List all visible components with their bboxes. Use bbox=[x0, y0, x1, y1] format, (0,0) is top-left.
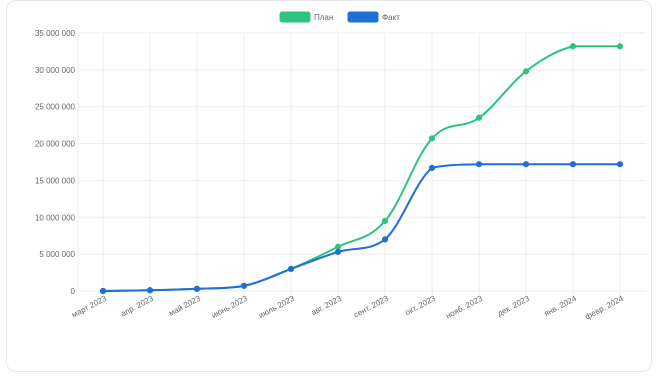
x-tick-label: май 2023 bbox=[167, 294, 202, 318]
x-tick-label: нояб. 2023 bbox=[444, 294, 484, 321]
y-tick-label: 20 000 000 bbox=[35, 140, 76, 149]
series-1-point[interactable] bbox=[428, 164, 436, 171]
series-1-line bbox=[102, 163, 620, 292]
y-tick-label: 30 000 000 bbox=[35, 66, 76, 75]
x-tick-label: дек. 2023 bbox=[496, 294, 531, 319]
series-1-point[interactable] bbox=[522, 161, 530, 168]
series-1-point[interactable] bbox=[287, 265, 295, 272]
x-tick-label: июль 2023 bbox=[257, 294, 296, 321]
series-1-point[interactable] bbox=[240, 282, 248, 289]
series-1-point[interactable] bbox=[381, 236, 389, 243]
series-0-point[interactable] bbox=[475, 114, 483, 121]
x-tick-label: июнь 2023 bbox=[210, 294, 249, 321]
series-0-point[interactable] bbox=[334, 243, 342, 250]
legend: План Факт bbox=[279, 11, 400, 23]
legend-swatch[interactable] bbox=[279, 11, 311, 23]
series-1-point[interactable] bbox=[99, 287, 107, 295]
series-1-point[interactable] bbox=[569, 161, 577, 168]
y-tick-label: 15 000 000 bbox=[35, 176, 76, 185]
x-tick-label: окт. 2023 bbox=[404, 294, 438, 318]
x-axis: март 2023 апр. 2023 май 2023 июнь 2023 июль … bbox=[70, 294, 625, 322]
series-1-point[interactable] bbox=[334, 248, 342, 256]
series-0-point[interactable] bbox=[616, 43, 624, 50]
series-1-point[interactable] bbox=[146, 287, 154, 294]
chart-card bbox=[6, 0, 652, 372]
series-1-point[interactable] bbox=[475, 161, 483, 168]
y-tick-label: 25 000 000 bbox=[35, 103, 76, 112]
y-tick-label: 10 000 000 bbox=[35, 213, 76, 222]
y-tick-label: 5 000 000 bbox=[39, 250, 75, 259]
x-tick-label: авг. 2023 bbox=[310, 294, 344, 318]
series-0-point[interactable] bbox=[522, 68, 530, 75]
x-tick-label: сент. 2023 bbox=[352, 294, 390, 320]
series-0-point[interactable] bbox=[428, 135, 436, 142]
series-0-point[interactable] bbox=[381, 217, 389, 225]
legend-label[interactable]: Факт bbox=[382, 13, 400, 22]
series-1-point[interactable] bbox=[616, 161, 624, 168]
y-axis: 0 5 000 000 10 000 000 15 000 000 20 000 000… bbox=[35, 29, 76, 296]
y-tick-label: 35 000 000 bbox=[35, 29, 76, 38]
x-tick-label: апр. 2023 bbox=[119, 294, 155, 319]
legend-swatch[interactable] bbox=[347, 11, 379, 23]
x-tick-label: март 2023 bbox=[70, 294, 108, 320]
legend-label[interactable]: План bbox=[314, 13, 333, 22]
x-tick-label: янв. 2024 bbox=[543, 294, 579, 319]
series-1-point[interactable] bbox=[193, 285, 201, 292]
series-group bbox=[99, 43, 624, 295]
x-tick-label: февр. 2024 bbox=[584, 294, 626, 322]
series-0-point[interactable] bbox=[569, 43, 577, 50]
y-tick-label: 0 bbox=[71, 287, 76, 296]
